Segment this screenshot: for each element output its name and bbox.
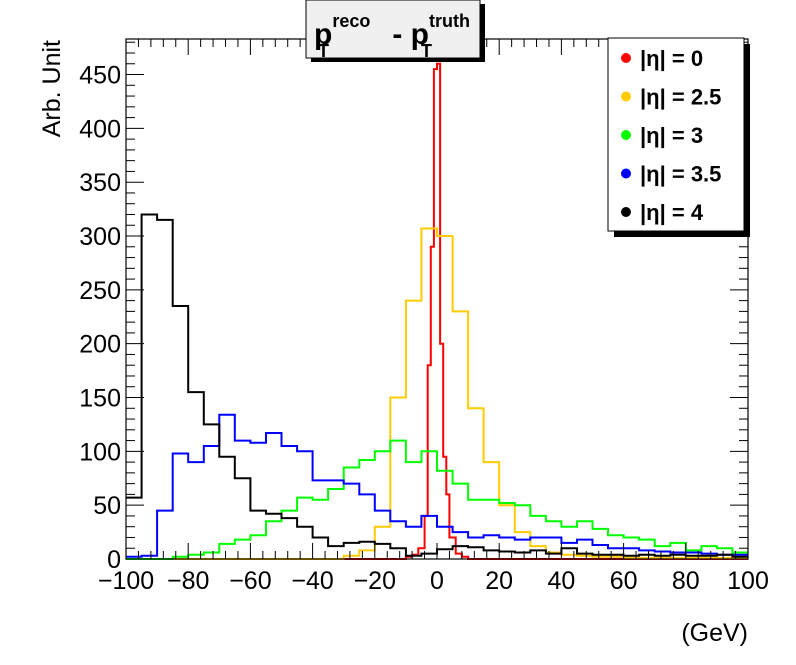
x-axis-title: (GeV) — [681, 619, 748, 647]
legend-label: |η| = 0 — [640, 46, 703, 71]
legend-label: |η| = 4 — [640, 200, 704, 225]
legend-label: |η| = 2.5 — [640, 85, 721, 110]
y-tick-label: 0 — [107, 546, 121, 574]
x-tick-label: 0 — [430, 567, 444, 595]
legend-marker — [621, 168, 631, 179]
y-tick-label: 100 — [79, 438, 121, 466]
title-sup-reco: reco — [332, 11, 370, 31]
legend-marker — [621, 130, 631, 140]
title-sub-truth: T — [421, 41, 432, 61]
y-tick-label: 400 — [79, 115, 121, 143]
x-tick-label: −40 — [291, 567, 333, 595]
y-axis-title: Arb. Unit — [38, 40, 66, 137]
x-tick-label: 80 — [672, 567, 700, 595]
series-line-3 — [126, 413, 748, 558]
title-background — [305, 0, 481, 59]
label-layer: −100 −80 −60 −40 −20 0 20 40 60 80 100 0 50 100 150 200… — [79, 62, 769, 595]
y-tick-label: 450 — [79, 62, 121, 90]
y-tick-label: 350 — [79, 169, 121, 197]
x-tick-label: −20 — [354, 567, 396, 595]
title-p-truth: p — [411, 18, 429, 51]
series-layer — [126, 62, 748, 560]
series-line-4 — [126, 213, 748, 558]
series-line-2 — [126, 439, 748, 560]
legend-label: |η| = 3.5 — [640, 162, 721, 187]
y-tick-label: 150 — [79, 385, 121, 413]
title-sub-reco: T — [318, 41, 329, 61]
legend-label: |η| = 3 — [640, 123, 703, 148]
legend-marker — [621, 91, 631, 102]
y-tick-label: 200 — [79, 331, 121, 359]
title-box: preco T - ptruth T — [305, 0, 485, 62]
title-p-reco: p — [314, 18, 332, 51]
x-tick-label: 100 — [727, 567, 769, 595]
chart-title: preco T - ptruth T — [314, 11, 470, 61]
series-line-1 — [126, 227, 748, 560]
legend-marker — [621, 207, 631, 217]
tick-layer — [125, 39, 749, 560]
y-tick-label: 50 — [93, 492, 121, 520]
legend-marker — [621, 53, 631, 63]
x-tick-label: −80 — [167, 567, 209, 595]
x-tick-label: −60 — [229, 567, 271, 595]
y-tick-label: 300 — [79, 223, 121, 251]
x-tick-label: 40 — [547, 567, 575, 595]
series-line-0 — [126, 62, 748, 560]
legend-entries: |η| = 0 |η| = 2.5 |η| = 3 |η| = 3.5 |η| = 4 — [621, 46, 721, 225]
x-tick-label: −100 — [98, 567, 154, 595]
title-sup-truth: truth — [429, 11, 470, 31]
legend: |η| = 0 |η| = 2.5 |η| = 3 |η| = 3.5 |η| = 4 — [607, 37, 750, 237]
x-tick-label: 20 — [485, 567, 513, 595]
y-tick-label: 250 — [79, 277, 121, 305]
x-tick-label: 60 — [610, 567, 638, 595]
title-minus: - — [384, 18, 411, 51]
